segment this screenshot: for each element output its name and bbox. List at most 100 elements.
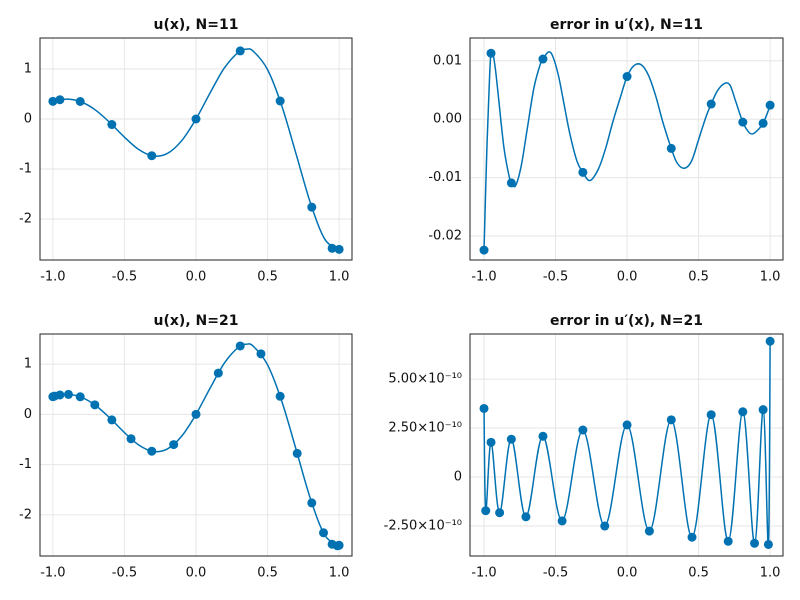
data-point [55, 390, 65, 400]
data-point [75, 97, 85, 106]
y-tick-label: 2.50×10⁻¹⁰ [388, 421, 462, 436]
data-point [169, 440, 179, 450]
data-point [107, 120, 117, 130]
x-tick-label: 1.0 [329, 566, 350, 581]
data-point [723, 536, 733, 546]
y-tick-label: -0.02 [428, 229, 462, 244]
y-tick-label: -1 [19, 162, 32, 177]
data-point [486, 48, 496, 58]
data-point [275, 96, 285, 106]
panel-title: u(x), N=11 [154, 17, 239, 33]
data-point [538, 431, 548, 441]
data-point [557, 516, 567, 526]
data-point [644, 526, 654, 536]
x-tick-label: 0.0 [186, 566, 207, 581]
data-point [147, 446, 157, 456]
data-point [495, 508, 505, 518]
data-point [292, 448, 302, 458]
x-tick-label: -0.5 [543, 566, 568, 581]
x-tick-label: -1.0 [40, 566, 65, 581]
data-point [334, 244, 344, 254]
data-point [763, 539, 773, 549]
y-tick-label: -2.50×10⁻¹⁰ [384, 519, 462, 534]
y-tick-label: 0 [454, 470, 462, 485]
data-point [578, 425, 588, 435]
data-point [622, 420, 632, 430]
data-point [706, 410, 716, 420]
axes-frame [469, 333, 784, 557]
data-point [706, 99, 716, 109]
x-tick-label: 1.0 [329, 270, 350, 285]
panel: error in u′(x), N=21 -1.0 -0.5 0.0 0.5 1.0 -2.… [384, 313, 784, 581]
data-point [126, 434, 136, 444]
data-point [90, 400, 100, 410]
data-point [235, 341, 245, 351]
data-point [506, 434, 516, 444]
y-tick-label: 0 [24, 407, 32, 422]
panel-title: error in u′(x), N=21 [550, 313, 703, 329]
panel: u(x), N=11 -1.0 -0.5 0.0 0.5 1.0 -2 -1 0 1 [19, 17, 353, 285]
x-tick-label: -0.5 [543, 270, 568, 285]
x-tick-label: -1.0 [471, 566, 496, 581]
data-point [147, 151, 157, 161]
data-point [235, 46, 245, 56]
y-tick-label: -1 [19, 457, 32, 472]
x-tick-label: -0.5 [112, 270, 137, 285]
data-point [600, 521, 610, 531]
data-point [307, 498, 317, 508]
data-point [538, 54, 548, 64]
data-point [107, 415, 117, 425]
data-point [191, 114, 201, 124]
y-tick-label: -2 [19, 212, 32, 227]
panel-title: u(x), N=21 [154, 313, 239, 329]
y-tick-label: 0 [24, 112, 32, 127]
data-point [750, 538, 760, 548]
data-point [687, 532, 697, 542]
axes-frame [39, 333, 353, 557]
data-point [765, 336, 775, 346]
x-tick-label: 0.5 [257, 566, 278, 581]
y-tick-label: 1 [24, 62, 32, 77]
data-point [55, 95, 65, 105]
data-line [52, 48, 340, 251]
data-point [191, 409, 201, 419]
x-tick-label: 0.5 [688, 270, 709, 285]
x-tick-label: 0.0 [617, 566, 638, 581]
data-point [666, 143, 676, 153]
data-point [275, 391, 285, 401]
panel: error in u′(x), N=11 -1.0 -0.5 0.0 0.5 1.0 -0.… [428, 17, 784, 285]
x-tick-label: 0.5 [257, 270, 278, 285]
data-point [758, 118, 768, 128]
data-point [486, 437, 496, 447]
axes-frame [39, 37, 353, 261]
y-tick-label: 0.01 [433, 53, 462, 68]
data-point [521, 512, 531, 522]
data-point [506, 178, 516, 188]
x-tick-label: 0.5 [688, 566, 709, 581]
data-point [63, 389, 73, 399]
data-point [75, 392, 85, 402]
data-point [256, 349, 266, 359]
data-point [334, 540, 344, 550]
data-point [758, 405, 768, 415]
x-tick-label: 0.0 [617, 270, 638, 285]
x-tick-label: -1.0 [40, 270, 65, 285]
data-point [319, 528, 329, 538]
y-tick-label: -0.01 [428, 170, 462, 185]
y-tick-label: 5.00×10⁻¹⁰ [388, 372, 462, 387]
data-point [327, 243, 337, 253]
data-point [578, 167, 588, 177]
data-line [52, 343, 340, 546]
x-tick-label: 0.0 [186, 270, 207, 285]
data-point [48, 96, 58, 106]
x-tick-label: 1.0 [760, 566, 781, 581]
panel-title: error in u′(x), N=11 [550, 17, 703, 33]
y-tick-label: -2 [19, 507, 32, 522]
panel: u(x), N=21 -1.0 -0.5 0.0 0.5 1.0 -2 -1 0 1 [19, 313, 353, 581]
y-tick-label: 0.00 [433, 112, 462, 127]
data-point [481, 506, 491, 516]
data-point [738, 117, 748, 127]
x-tick-label: -0.5 [112, 566, 137, 581]
data-point [307, 202, 317, 212]
